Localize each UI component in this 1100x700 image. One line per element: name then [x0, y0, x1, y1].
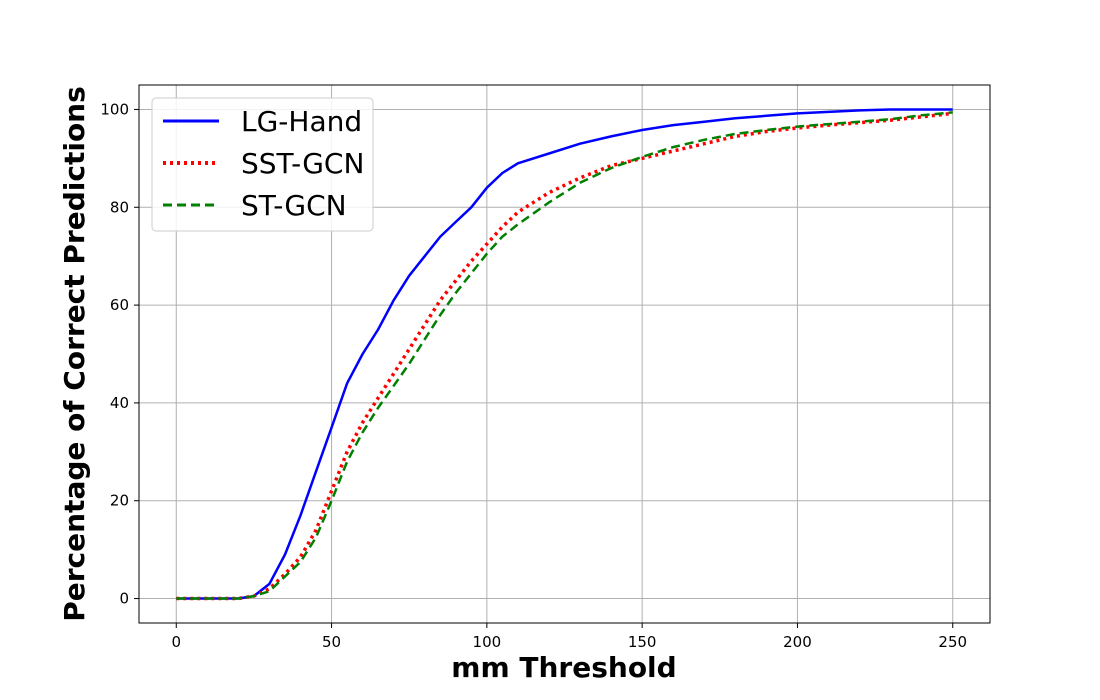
legend: LG-Hand SST-GCN ST-GCN: [151, 97, 374, 232]
legend-box: [151, 97, 374, 232]
y-tick-label: 80: [110, 198, 129, 216]
y-axis-ticks: 0 20 40 60 80 100: [100, 100, 139, 608]
y-tick-label: 60: [110, 296, 129, 314]
x-tick-label: 100: [473, 633, 502, 651]
x-tick-label: 50: [322, 633, 341, 651]
x-axis-ticks: 0 50 100 150 200 250: [171, 623, 967, 651]
y-tick-label: 0: [119, 590, 129, 608]
legend-label: SST-GCN: [241, 147, 364, 180]
y-tick-label: 20: [110, 492, 129, 510]
series-line-lg-hand: [176, 108, 953, 600]
plot-frame: [138, 84, 991, 624]
series-line-st-gcn: [176, 111, 953, 600]
x-tick-label: 250: [938, 633, 967, 651]
x-tick-label: 150: [628, 633, 657, 651]
x-tick-label: 200: [783, 633, 812, 651]
series-layer: [176, 108, 953, 601]
grid-lines: [139, 85, 990, 623]
y-axis-title: Percentage of Correct Predictions: [58, 86, 91, 622]
legend-label: ST-GCN: [241, 189, 347, 222]
legend-label: LG-Hand: [241, 105, 362, 138]
y-tick-label: 100: [100, 100, 129, 118]
y-tick-label: 40: [110, 394, 129, 412]
x-tick-label: 0: [171, 633, 181, 651]
x-axis-title: mm Threshold: [451, 651, 676, 684]
